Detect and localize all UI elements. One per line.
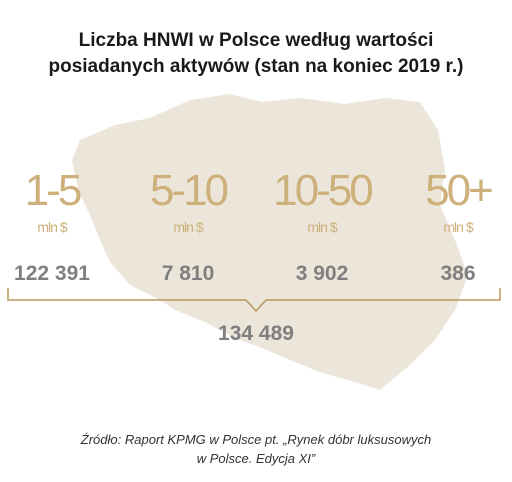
poland-map — [72, 94, 468, 390]
title: Liczba HNWI w Polsce według wartości — [79, 30, 434, 51]
unit: mln $ — [443, 219, 473, 235]
count: 3 902 — [296, 262, 349, 285]
source: w Polsce. Edycja XI” — [197, 451, 316, 466]
source: Źródło: Raport KPMG w Polsce pt. „Rynek … — [80, 432, 431, 447]
range: 1-5 — [25, 166, 81, 215]
unit: mln $ — [37, 219, 67, 235]
title: posiadanych aktywów (stan na koniec 2019… — [49, 56, 464, 77]
range: 50+ — [425, 166, 492, 215]
count: 386 — [440, 262, 475, 285]
bracket — [7, 288, 501, 313]
range: 5-10 — [150, 166, 228, 215]
count: 122 391 — [14, 262, 90, 285]
unit: mln $ — [173, 219, 203, 235]
unit: mln $ — [307, 219, 337, 235]
total: 134 489 — [218, 322, 294, 345]
count: 7 810 — [162, 262, 215, 285]
range: 10-50 — [273, 166, 372, 215]
